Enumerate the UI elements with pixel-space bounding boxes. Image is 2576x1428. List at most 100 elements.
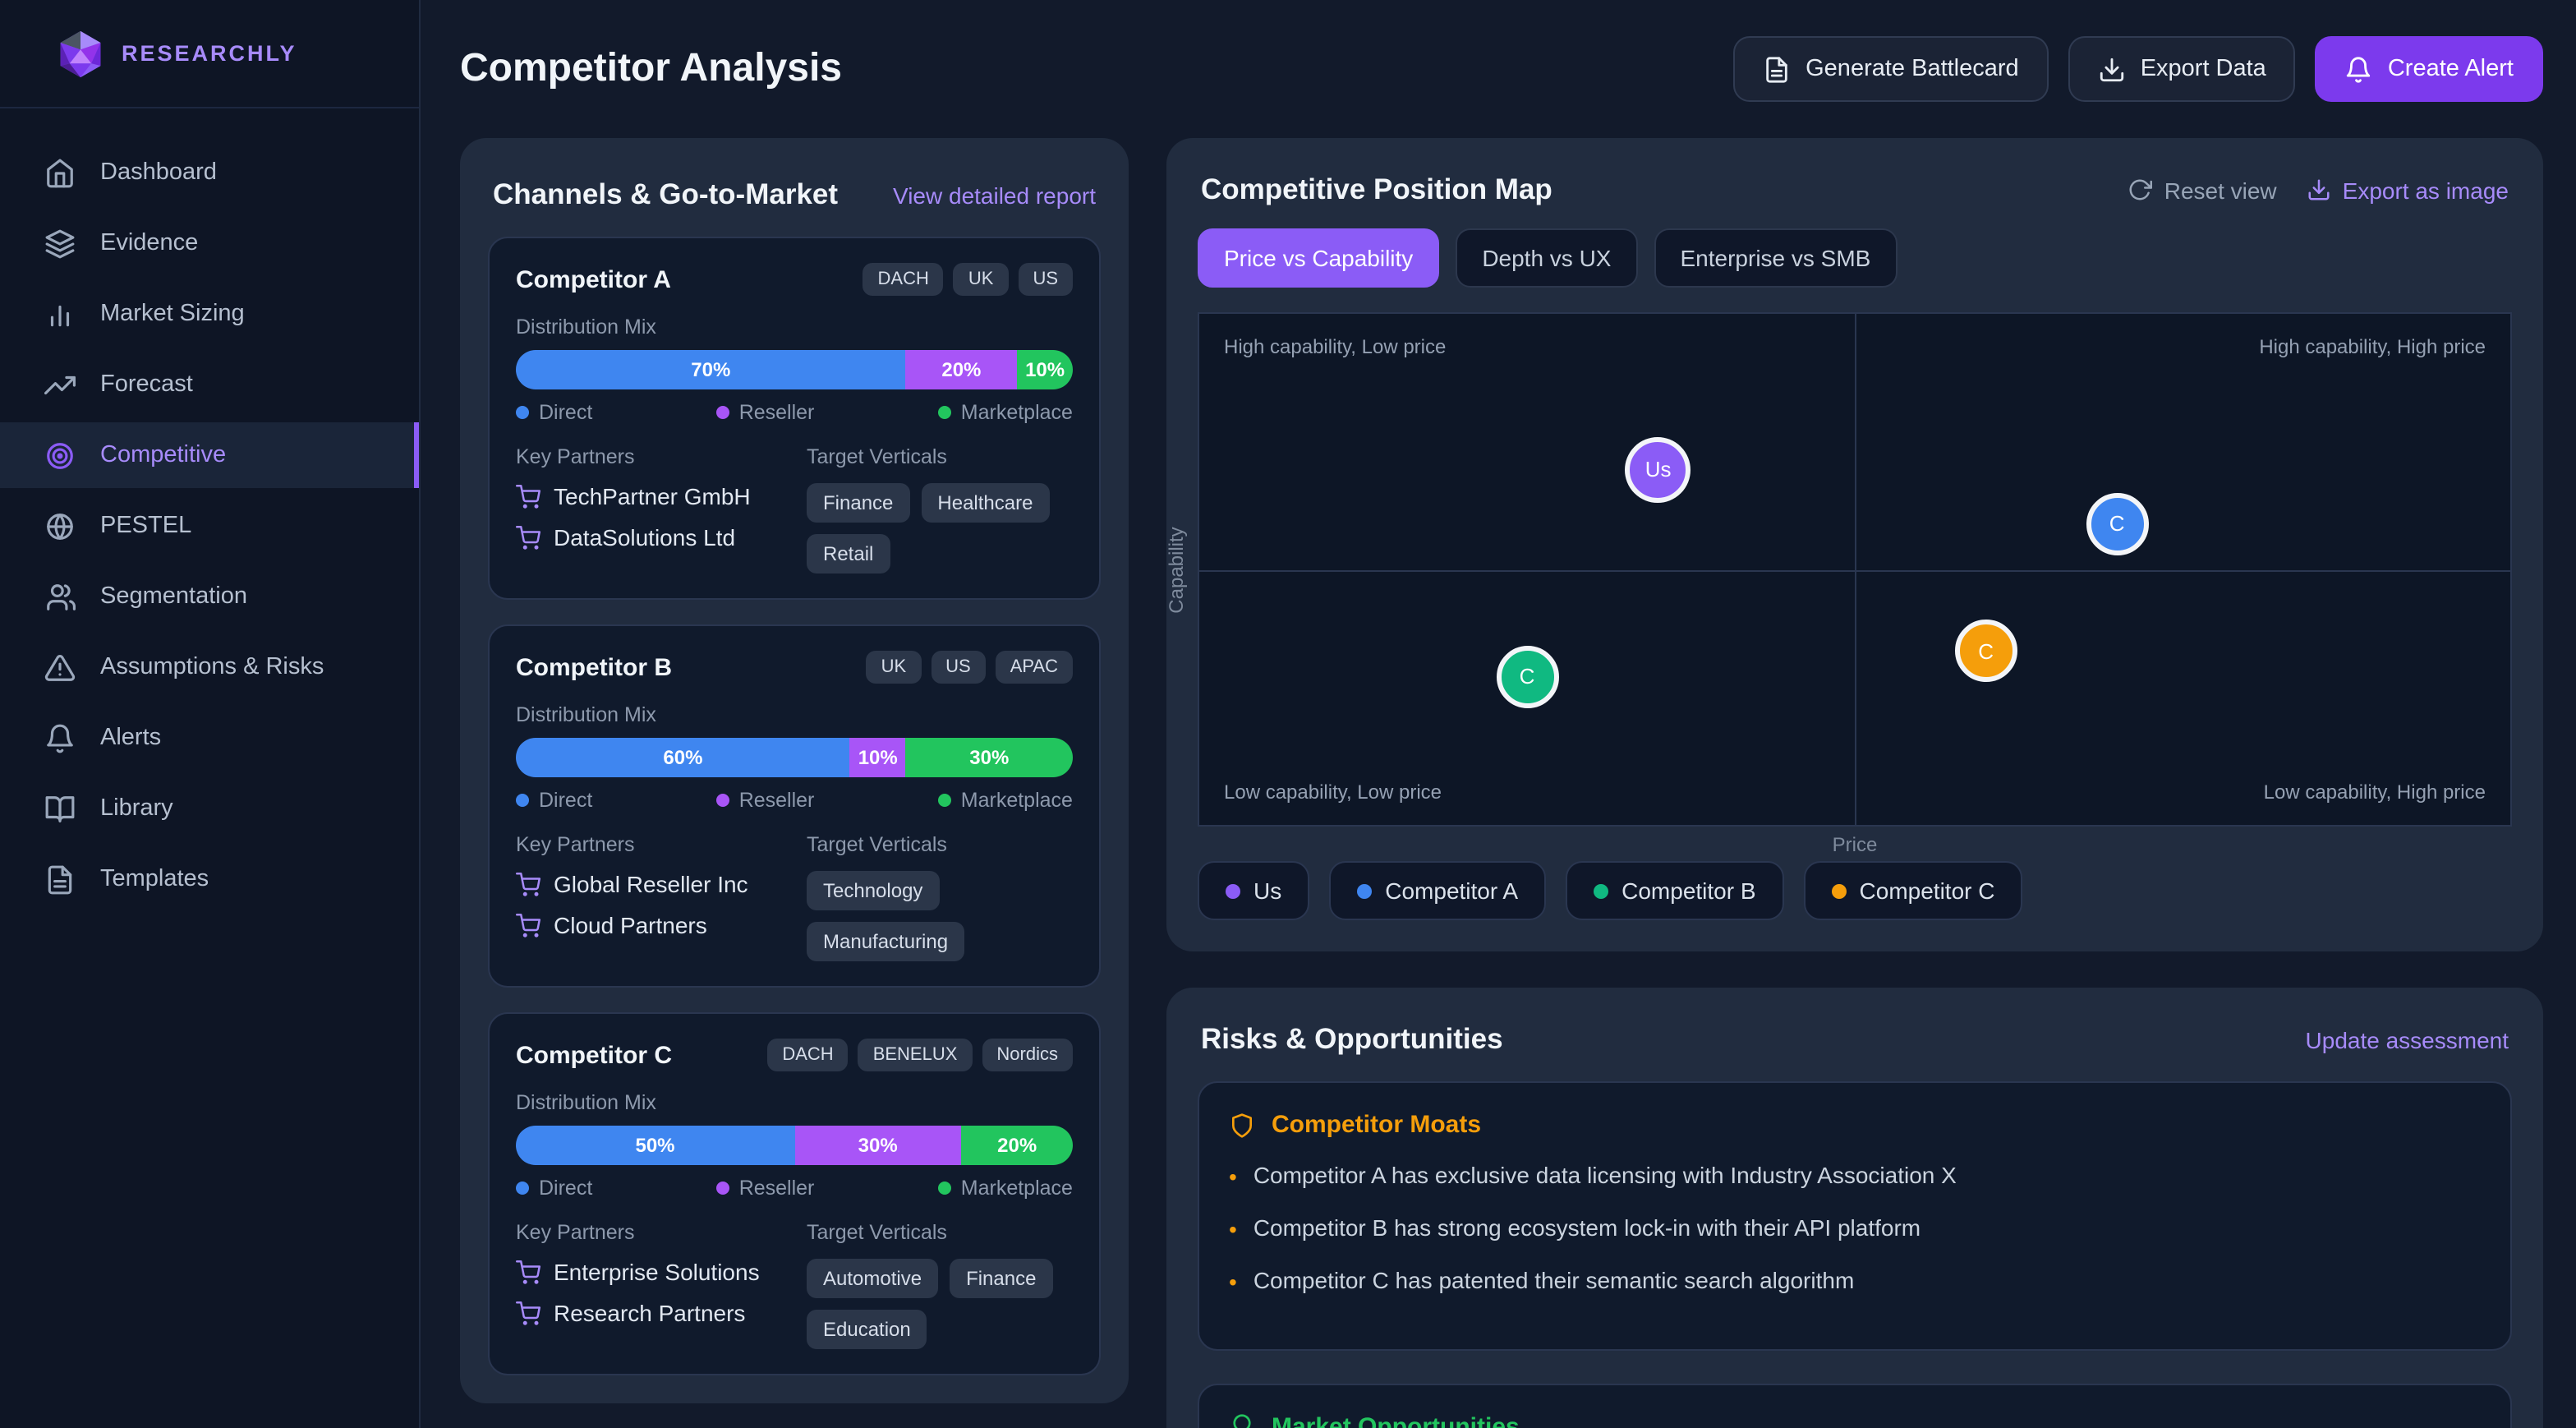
reset-view-link[interactable]: Reset view	[2128, 177, 2277, 203]
tab-depth-vs-ux[interactable]: Depth vs UX	[1456, 228, 1638, 288]
legend-dot	[516, 794, 529, 807]
partner-name: Research Partners	[554, 1300, 746, 1326]
generate-battlecard-button[interactable]: Generate Battlecard	[1733, 36, 2049, 102]
distribution-mix-legend: Direct Reseller Marketplace	[516, 1177, 1073, 1200]
sidebar-item-dashboard[interactable]: Dashboard	[0, 140, 419, 205]
sidebar-item-forecast[interactable]: Forecast	[0, 352, 419, 417]
mix-segment-direct: 60%	[516, 738, 850, 777]
channels-title: Channels & Go-to-Market	[493, 177, 839, 210]
map-point-competitor-b[interactable]: C	[1496, 645, 1558, 708]
partner-item: Global Reseller Inc	[516, 871, 807, 897]
quadrant-label-bottom-right: Low capability, High price	[2263, 781, 2486, 804]
sidebar-item-label: Forecast	[100, 371, 193, 398]
vertical-tag: Automotive	[807, 1259, 939, 1298]
quadrant-map: High capability, Low price High capabili…	[1198, 312, 2512, 827]
legend-label: Competitor B	[1622, 878, 1756, 904]
legend-dot	[715, 794, 729, 807]
distribution-mix-label: Distribution Mix	[516, 316, 656, 339]
partner-item: TechPartner GmbH	[516, 483, 807, 509]
bar-chart-icon	[50, 304, 70, 326]
mix-legend-item: Direct	[516, 789, 592, 812]
vertical-tags: Technology Manufacturing	[807, 871, 1073, 961]
sidebar-item-alerts[interactable]: Alerts	[0, 705, 419, 771]
legend-button-us[interactable]: Us	[1198, 861, 1310, 920]
sidebar-item-templates[interactable]: Templates	[0, 846, 419, 912]
export-data-button[interactable]: Export Data	[2068, 36, 2296, 102]
vertical-tags: Finance Healthcare Retail	[807, 483, 1073, 574]
header-actions: Generate Battlecard Export Data Create A…	[1733, 36, 2543, 102]
shopping-cart-icon	[516, 525, 540, 549]
legend-button-competitor-c[interactable]: Competitor C	[1803, 861, 2023, 920]
tab-price-vs-capability[interactable]: Price vs Capability	[1198, 228, 1440, 288]
reset-view-label: Reset view	[2164, 177, 2277, 203]
partner-name: Enterprise Solutions	[554, 1259, 760, 1285]
partner-item: Cloud Partners	[516, 912, 807, 938]
mix-legend-item: Marketplace	[937, 401, 1073, 424]
legend-label: Us	[1254, 878, 1282, 904]
create-alert-button[interactable]: Create Alert	[2315, 36, 2543, 102]
legend-dot	[1594, 883, 1609, 898]
mix-segment-marketplace: 30%	[905, 738, 1073, 777]
mix-segment-marketplace: 10%	[1017, 350, 1073, 389]
users-icon	[47, 583, 76, 610]
map-point-us[interactable]: Us	[1625, 436, 1691, 503]
sidebar-item-label: Market Sizing	[100, 301, 245, 327]
sidebar-item-market-sizing[interactable]: Market Sizing	[0, 281, 419, 347]
moat-item: • Competitor A has exclusive data licensi…	[1229, 1162, 2481, 1191]
gem-logo-icon	[60, 30, 101, 77]
sidebar-item-evidence[interactable]: Evidence	[0, 210, 419, 276]
sidebar-item-segmentation[interactable]: Segmentation	[0, 564, 419, 629]
sidebar-item-library[interactable]: Library	[0, 776, 419, 841]
shopping-cart-icon	[516, 1260, 540, 1283]
sidebar-item-label: Alerts	[100, 725, 162, 751]
map-tabs: Price vs Capability Depth vs UX Enterpri…	[1198, 228, 2512, 288]
download-icon	[2308, 179, 2330, 200]
page-title: Competitor Analysis	[460, 46, 842, 90]
update-assessment-link[interactable]: Update assessment	[2305, 1026, 2509, 1053]
key-partners-label: Key Partners	[516, 833, 635, 856]
map-point-competitor-a[interactable]: C	[2086, 492, 2149, 555]
legend-label: Competitor C	[1859, 878, 1995, 904]
partner-name: TechPartner GmbH	[554, 483, 751, 509]
mix-legend-item: Reseller	[715, 789, 814, 812]
view-detailed-report-link[interactable]: View detailed report	[893, 182, 1096, 208]
region-tag: US	[931, 651, 986, 684]
legend-button-competitor-b[interactable]: Competitor B	[1566, 861, 1784, 920]
sidebar-item-label: Dashboard	[100, 159, 217, 186]
vertical-tag: Healthcare	[921, 483, 1050, 523]
sidebar-item-label: Templates	[100, 866, 209, 892]
sidebar-item-label: PESTEL	[100, 513, 192, 539]
layers-icon	[45, 228, 75, 258]
position-map-panel: Competitive Position Map Reset view Expo…	[1165, 138, 2543, 951]
region-tag: DACH	[862, 263, 944, 296]
shopping-cart-icon	[516, 913, 540, 937]
sidebar-item-pestel[interactable]: PESTEL	[0, 493, 419, 559]
sidebar-item-competitive[interactable]: Competitive	[0, 422, 419, 488]
mix-segment-reseller: 20%	[905, 350, 1018, 389]
sidebar-item-assumptions-risks[interactable]: Assumptions & Risks	[0, 634, 419, 700]
export-as-image-link[interactable]: Export as image	[2307, 177, 2509, 203]
competitor-name: Competitor C	[516, 1041, 672, 1069]
region-tag: US	[1018, 263, 1073, 296]
distribution-mix-bar: 70% 20% 10%	[516, 350, 1073, 389]
lightbulb-icon	[1233, 1414, 1251, 1428]
region-tag: Nordics	[982, 1039, 1073, 1071]
market-opportunities-title: Market Opportunities	[1272, 1412, 1520, 1428]
globe-icon	[47, 513, 73, 539]
brand-logo[interactable]: RESEARCHLY	[0, 0, 419, 108]
refresh-icon	[2130, 179, 2153, 200]
mix-legend-item: Marketplace	[937, 789, 1073, 812]
map-point-competitor-c[interactable]: C	[1954, 620, 2017, 683]
legend-dot	[516, 406, 529, 419]
legend-dot	[1357, 883, 1373, 898]
competitor-card-c: Competitor C DACH BENELUX Nordics Distri…	[488, 1012, 1101, 1375]
legend-dot	[937, 406, 951, 419]
region-tags: UK US APAC	[866, 651, 1073, 684]
legend-button-competitor-a[interactable]: Competitor A	[1329, 861, 1547, 920]
mix-legend-item: Direct	[516, 401, 592, 424]
x-axis-label: Price	[1832, 833, 1878, 856]
shopping-cart-icon	[516, 1301, 540, 1324]
tab-enterprise-vs-smb[interactable]: Enterprise vs SMB	[1654, 228, 1898, 288]
mix-segment-reseller: 10%	[849, 738, 906, 777]
download-icon	[2100, 57, 2123, 81]
